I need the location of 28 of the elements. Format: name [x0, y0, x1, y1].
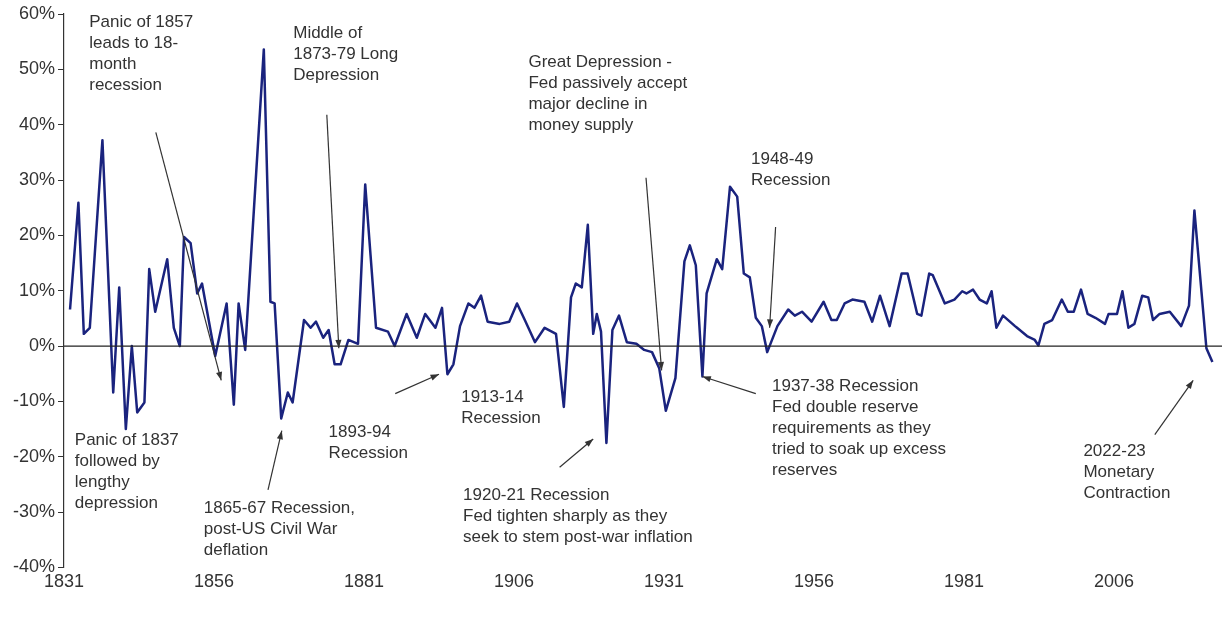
annotation: 1948-49 Recession: [751, 148, 831, 189]
annotation: 1893-94 Recession: [328, 422, 408, 463]
annotation: Panic of 1857 leads to 18-month recession: [89, 11, 194, 94]
y-tick-label: 0%: [29, 335, 56, 356]
x-tick-label: 1981: [943, 571, 985, 592]
x-tick-label: 1856: [193, 571, 235, 592]
annotation: 1937-38 Recession Fed double reserve requirements as they tried to soak up excess reserves: [772, 375, 946, 479]
y-tick-label: -10%: [12, 390, 56, 411]
annotation: 2022-23 Monetary Contraction: [1083, 440, 1171, 502]
annotation: 1865-67 Recession, post-US Civil War deflation: [203, 497, 356, 559]
y-tick-label: 50%: [18, 58, 56, 79]
x-tick-label: 2006: [1093, 571, 1135, 592]
annotation: 1920-21 Recession Fed tighten sharply as they seek to stem post-war inflation: [463, 485, 693, 547]
y-tick-label: -30%: [12, 501, 56, 522]
x-tick-label: 1931: [643, 571, 685, 592]
y-tick-label: 60%: [18, 2, 56, 23]
y-tick-label: 20%: [18, 224, 56, 245]
x-tick-label: 1881: [343, 571, 385, 592]
x-tick-label: 1956: [793, 571, 835, 592]
annotation: Great Depression - Fed passively accept major decline in money supply: [528, 51, 688, 134]
annotation: Panic of 1837 followed by lengthy depression: [74, 430, 179, 513]
y-tick-label: 10%: [18, 279, 56, 300]
x-tick-label: 1906: [493, 571, 535, 592]
y-tick-label: 30%: [18, 168, 56, 189]
y-tick-label: 40%: [18, 113, 56, 134]
annotation: Middle of 1873-79 Long Depression: [293, 23, 399, 85]
annotation: 1913-14 Recession: [461, 387, 541, 428]
y-tick-label: -20%: [12, 445, 56, 466]
